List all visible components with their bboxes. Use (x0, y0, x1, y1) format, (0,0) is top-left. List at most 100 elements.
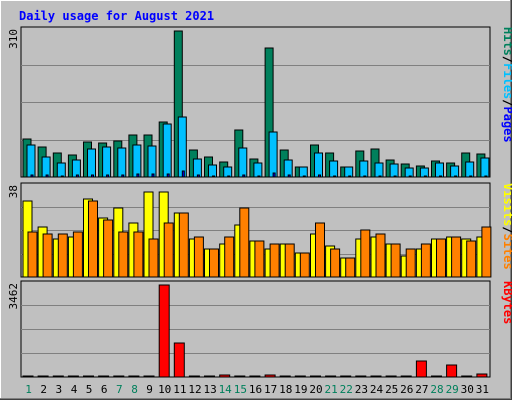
bar-pages-day-6 (106, 174, 110, 178)
bar-kbytes-day-10 (158, 284, 170, 378)
bar-sites-day-15 (239, 207, 250, 278)
bar-files-day-4 (71, 159, 81, 178)
bar-sites-day-29 (451, 236, 462, 278)
bar-files-day-7 (117, 147, 127, 178)
day-label-11: 11 (173, 383, 186, 396)
bar-kbytes-day-16 (249, 375, 261, 378)
legend-entry-pages: Pages (501, 107, 512, 143)
day-label-15: 15 (234, 383, 247, 396)
bar-pages-day-8 (136, 173, 140, 178)
bar-pages-day-4 (75, 174, 79, 178)
bar-kbytes-day-18 (279, 375, 291, 378)
day-label-12: 12 (188, 383, 201, 396)
day-label-26: 26 (400, 383, 413, 396)
bar-files-day-24 (374, 162, 384, 178)
bar-sites-day-17 (269, 243, 280, 278)
day-label-4: 4 (71, 383, 78, 396)
bar-files-day-29 (450, 165, 460, 178)
bar-pages-day-25 (393, 175, 397, 178)
bar-pages-day-13 (212, 175, 215, 178)
bar-sites-day-5 (88, 200, 98, 278)
bar-pages-day-20 (318, 174, 321, 178)
day-label-19: 19 (294, 383, 307, 396)
bar-sites-day-19 (299, 252, 310, 278)
side-legend: Visits/Sites (501, 183, 512, 270)
bar-sites-day-1 (27, 231, 38, 278)
bar-sites-day-11 (178, 212, 189, 278)
bar-kbytes-day-25 (385, 375, 397, 378)
bar-kbytes-day-12 (188, 375, 200, 378)
bar-pages-day-2 (45, 174, 49, 178)
day-label-21: 21 (324, 383, 337, 396)
bar-files-day-16 (253, 162, 263, 178)
bar-sites-day-24 (375, 233, 386, 278)
bar-pages-day-10 (166, 173, 170, 178)
day-label-22: 22 (340, 383, 353, 396)
bar-pages-day-22 (348, 175, 352, 178)
bar-sites-day-21 (330, 248, 341, 278)
bar-kbytes-day-14 (219, 374, 231, 378)
bar-sites-day-12 (193, 236, 204, 278)
bar-pages-day-14 (227, 175, 231, 178)
day-label-24: 24 (370, 383, 384, 396)
day-label-17: 17 (264, 383, 277, 396)
bar-files-day-21 (329, 160, 339, 178)
bar-files-day-3 (56, 162, 66, 178)
bar-pages-day-31 (484, 175, 488, 178)
bar-files-day-1 (26, 144, 36, 178)
day-label-10: 10 (158, 383, 171, 396)
bar-sites-day-8 (133, 231, 144, 278)
x-axis-day-labels: 1 2 3 4 5 6 7 8 9 10 11 12 13 14 15 16 17 18 19 20 21 22 23 24 2… (25, 383, 489, 396)
day-label-27: 27 (415, 383, 428, 396)
bar-sites-day-26 (405, 248, 416, 278)
legend-separator: / (501, 56, 512, 63)
panel-kbytes: 3462 KBytes (7, 280, 512, 378)
bar-pages-day-27 (423, 175, 427, 178)
day-label-29: 29 (446, 383, 459, 396)
bar-pages-day-23 (363, 175, 367, 178)
side-legend: KBytes (501, 281, 512, 324)
bar-files-day-6 (102, 146, 112, 178)
bar-sites-day-13 (209, 248, 219, 278)
y-max-label: 38 (7, 185, 20, 198)
bar-files-day-25 (389, 163, 399, 178)
day-label-31: 31 (476, 383, 489, 396)
day-label-3: 3 (55, 383, 62, 396)
day-label-18: 18 (279, 383, 292, 396)
day-label-30: 30 (461, 383, 474, 396)
bar-files-day-15 (238, 147, 248, 178)
bar-pages-day-29 (454, 175, 458, 178)
bar-kbytes-day-31 (476, 373, 488, 378)
bar-pages-day-16 (257, 175, 261, 178)
bar-kbytes-day-30 (461, 375, 473, 378)
bar-pages-day-1 (30, 174, 34, 178)
bar-sites-day-22 (345, 257, 356, 278)
bar-kbytes-day-29 (446, 364, 458, 378)
legend-separator: / (501, 226, 512, 233)
bar-pages-day-28 (439, 175, 442, 178)
series-kbytes (22, 284, 488, 378)
bar-files-day-8 (132, 144, 142, 178)
chart-panels: 310Hits/Files/Pages38Visits/Sites3462KBy… (7, 26, 512, 378)
day-label-7: 7 (116, 383, 123, 396)
bar-sites-day-28 (436, 238, 446, 278)
y-max-label: 3462 (7, 283, 20, 310)
bar-files-day-5 (87, 148, 96, 178)
bar-kbytes-day-26 (400, 375, 412, 378)
bar-files-day-10 (162, 123, 172, 178)
bar-files-day-17 (268, 131, 278, 178)
bar-sites-day-16 (254, 240, 265, 278)
panel-visits-sites: 38 Visits/Sites (7, 182, 512, 278)
day-label-6: 6 (101, 383, 108, 396)
series-sites (27, 200, 492, 278)
bar-pages-day-24 (378, 175, 382, 178)
bar-sites-day-31 (481, 226, 492, 278)
bar-files-day-13 (208, 164, 217, 178)
bar-files-day-18 (283, 159, 293, 178)
series-pages (30, 170, 488, 178)
legend-entry-files: Files (501, 63, 512, 99)
bar-sites-day-10 (163, 222, 174, 278)
bar-pages-day-19 (302, 175, 306, 178)
bar-pages-day-3 (60, 175, 64, 178)
bar-kbytes-day-9 (143, 375, 155, 378)
